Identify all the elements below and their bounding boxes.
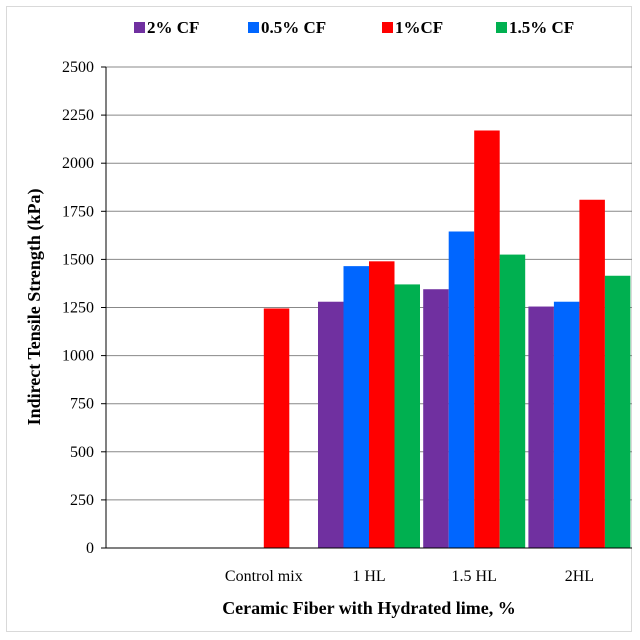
x-tick-label: Control mix bbox=[225, 568, 303, 585]
y-tick-label: 1250 bbox=[62, 300, 94, 317]
bar bbox=[369, 261, 395, 548]
bar bbox=[528, 306, 554, 548]
x-axis-title: Ceramic Fiber with Hydrated lime, % bbox=[222, 598, 516, 618]
bar bbox=[394, 284, 420, 548]
y-axis-title: Indirect Tensile Strength (kPa) bbox=[24, 189, 45, 426]
y-tick-label: 2000 bbox=[62, 155, 94, 172]
y-tick-label: 1750 bbox=[62, 203, 94, 220]
legend: 2% CF 0.5% CF 1%CF 1.5% CF bbox=[134, 18, 574, 37]
bar bbox=[263, 308, 290, 548]
bar bbox=[474, 130, 500, 548]
bar bbox=[579, 199, 605, 549]
y-tick-label: 500 bbox=[70, 444, 94, 461]
bar bbox=[448, 231, 475, 548]
legend-label: 1.5% CF bbox=[509, 18, 574, 37]
bar bbox=[343, 266, 369, 548]
legend-swatch bbox=[134, 22, 145, 33]
x-tick-label: 2HL bbox=[565, 568, 594, 585]
bar bbox=[553, 301, 580, 548]
legend-swatch bbox=[382, 22, 393, 33]
legend-label: 1%CF bbox=[395, 18, 443, 37]
y-tick-label: 2250 bbox=[62, 107, 94, 124]
bars bbox=[263, 130, 631, 549]
bar bbox=[499, 254, 526, 548]
y-tick-label: 1500 bbox=[62, 251, 94, 268]
legend-label: 0.5% CF bbox=[261, 18, 326, 37]
axes bbox=[105, 67, 632, 549]
bar bbox=[423, 289, 449, 548]
x-tick-label: 1 HL bbox=[352, 568, 385, 585]
legend-swatch bbox=[496, 22, 507, 33]
legend-label: 2% CF bbox=[147, 18, 199, 37]
y-tick-label: 250 bbox=[70, 492, 94, 509]
bar bbox=[604, 275, 631, 548]
y-tick-label: 1000 bbox=[62, 348, 94, 365]
y-tick-labels: 0 250 500 750 1000 1250 1500 1750 2000 2250 2500 bbox=[62, 59, 94, 557]
y-tick-label: 2500 bbox=[62, 59, 94, 76]
y-tick-label: 750 bbox=[70, 396, 94, 413]
legend-swatch bbox=[248, 22, 259, 33]
x-tick-label: 1.5 HL bbox=[452, 568, 497, 585]
x-tick-labels: Control mix 1 HL 1.5 HL 2HL bbox=[225, 568, 594, 585]
bar bbox=[318, 301, 344, 548]
y-tick-label: 0 bbox=[86, 540, 94, 557]
